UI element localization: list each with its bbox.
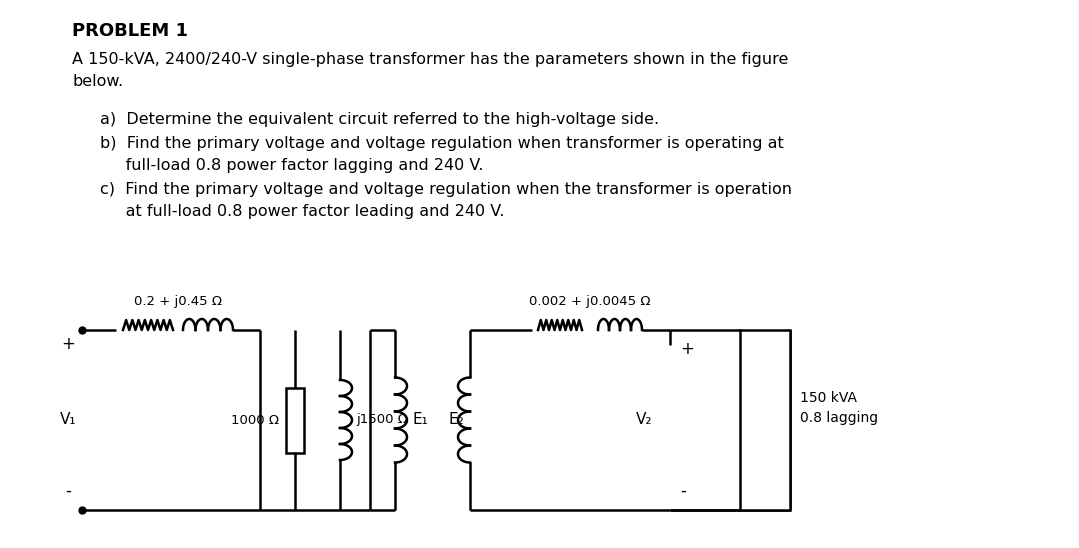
- Text: full-load 0.8 power factor lagging and 240 V.: full-load 0.8 power factor lagging and 2…: [100, 158, 483, 173]
- Text: +: +: [62, 335, 74, 353]
- Text: b)  Find the primary voltage and voltage regulation when transformer is operatin: b) Find the primary voltage and voltage …: [100, 136, 783, 151]
- Bar: [286, 387, 304, 453]
- Text: j1500 Ω: j1500 Ω: [356, 414, 408, 426]
- Text: E₂: E₂: [448, 413, 464, 427]
- Text: -: -: [680, 482, 686, 500]
- Text: PROBLEM 1: PROBLEM 1: [72, 22, 188, 40]
- Text: V₂: V₂: [636, 413, 652, 427]
- Bar: [740, 330, 790, 510]
- Text: 0.002 + j0.0045 Ω: 0.002 + j0.0045 Ω: [530, 295, 651, 308]
- Text: E₁: E₁: [413, 413, 428, 427]
- Text: 150 kVA
0.8 lagging: 150 kVA 0.8 lagging: [800, 391, 878, 425]
- Text: at full-load 0.8 power factor leading and 240 V.: at full-load 0.8 power factor leading an…: [100, 204, 504, 219]
- Text: -: -: [65, 482, 71, 500]
- Text: +: +: [680, 340, 694, 358]
- Text: c)  Find the primary voltage and voltage regulation when the transformer is oper: c) Find the primary voltage and voltage …: [100, 182, 792, 197]
- Text: below.: below.: [72, 74, 123, 89]
- Text: a)  Determine the equivalent circuit referred to the high-voltage side.: a) Determine the equivalent circuit refe…: [100, 112, 659, 127]
- Text: 0.2 + j0.45 Ω: 0.2 + j0.45 Ω: [134, 295, 222, 308]
- Text: A 150-kVA, 2400/240-V single-phase transformer has the parameters shown in the f: A 150-kVA, 2400/240-V single-phase trans…: [72, 52, 789, 67]
- Text: 1000 Ω: 1000 Ω: [231, 414, 279, 426]
- Text: V₁: V₁: [59, 413, 77, 427]
